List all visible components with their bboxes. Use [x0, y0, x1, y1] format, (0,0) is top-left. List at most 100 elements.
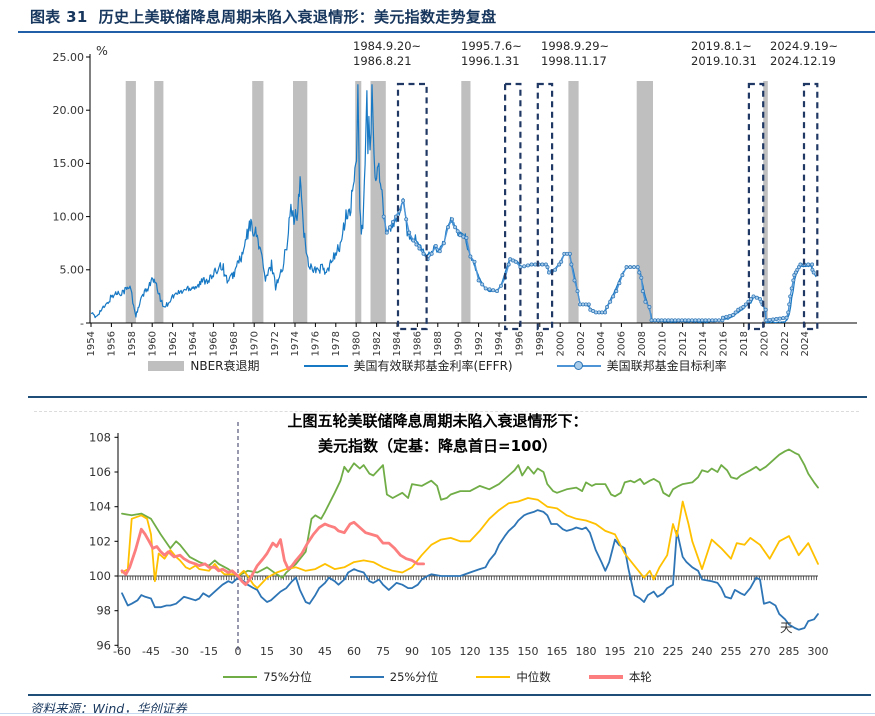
svg-text:102: 102 — [89, 534, 111, 548]
svg-text:5.00: 5.00 — [60, 264, 85, 277]
svg-text:1978: 1978 — [331, 331, 342, 356]
svg-text:108: 108 — [89, 430, 111, 444]
bottom-chart-title-line2: 美元指数（定基：降息首日=100） — [318, 437, 557, 455]
usd-index-series — [120, 448, 819, 631]
bottom-chart: 108 106 104 102 100 98 96 -60 -45 -30 -15 0 15 30 45 60… — [89, 422, 829, 658]
bottom-chart-title: 上图五轮美联储降息周期未陷入衰退情形下： 美元指数（定基：降息首日=100） — [0, 409, 875, 459]
target-rate-series — [381, 198, 816, 323]
legend-item-p25: 25%分位 — [349, 669, 438, 685]
svg-text:1966: 1966 — [209, 331, 220, 356]
legend-label: 美国有效联邦基金利率(EFFR) — [353, 359, 513, 373]
svg-text:1992: 1992 — [474, 331, 485, 356]
svg-text:195: 195 — [605, 645, 626, 658]
annotation-line1: 1998.9.29~ — [541, 39, 610, 53]
svg-text:2006: 2006 — [617, 331, 628, 356]
svg-text:270: 270 — [750, 645, 771, 658]
svg-text:180: 180 — [576, 645, 597, 658]
target-marker-dot — [574, 361, 584, 370]
svg-text:1976: 1976 — [311, 331, 322, 356]
annotation-line2: 1998.11.17 — [541, 54, 607, 68]
cut-period-annotation-2019: 2019.8.1~ 2019.10.31 — [691, 39, 757, 69]
y-axis-unit-label: % — [96, 43, 108, 58]
svg-text:-15: -15 — [200, 645, 218, 658]
effr-series — [90, 84, 817, 324]
annotation-line2: 1996.1.31 — [461, 54, 520, 68]
svg-text:-30: -30 — [171, 645, 189, 658]
svg-text:1986: 1986 — [413, 331, 424, 356]
annotation-line1: 2024.9.19~ — [770, 39, 839, 53]
svg-text:20.00: 20.00 — [53, 104, 85, 117]
svg-text:30: 30 — [289, 645, 303, 658]
legend-item-current-cycle: 本轮 — [588, 669, 652, 685]
page-bottom-border — [0, 713, 875, 714]
svg-text:1982: 1982 — [372, 331, 383, 356]
rate-cut-boxes — [396, 82, 819, 331]
legend-item-median: 中位数 — [476, 669, 551, 685]
svg-text:105: 105 — [431, 645, 452, 658]
svg-text:255: 255 — [721, 645, 742, 658]
svg-text:2016: 2016 — [719, 331, 730, 356]
svg-text:135: 135 — [489, 645, 510, 658]
top-chart: 25.00 20.00 15.00 10.00 5.00 -1954 1956 1958 196… — [53, 51, 857, 356]
svg-text:96: 96 — [96, 638, 111, 652]
svg-text:-: - — [80, 317, 84, 330]
median-swatch — [476, 675, 511, 679]
annotation-line2: 2019.10.31 — [691, 54, 757, 68]
svg-text:106: 106 — [89, 465, 111, 479]
cut-period-annotation-1984: 1984.9.20~ 1986.8.21 — [353, 39, 421, 69]
annotation-line1: 1984.9.20~ — [353, 39, 422, 53]
svg-text:2008: 2008 — [637, 331, 648, 356]
svg-text:2022: 2022 — [780, 331, 791, 356]
bottom-chart-title-line1: 上图五轮美联储降息周期未陷入衰退情形下： — [287, 412, 588, 430]
top-axes: 25.00 20.00 15.00 10.00 5.00 -1954 1956 1958 196… — [53, 51, 857, 356]
bottom-panel-border — [34, 411, 859, 412]
svg-text:120: 120 — [460, 645, 481, 658]
current-cycle-swatch — [588, 675, 623, 679]
svg-text:10.00: 10.00 — [53, 210, 85, 223]
svg-text:1988: 1988 — [433, 331, 444, 356]
svg-text:240: 240 — [692, 645, 713, 658]
svg-text:1956: 1956 — [107, 331, 118, 356]
svg-text:75: 75 — [376, 645, 390, 658]
svg-text:2002: 2002 — [576, 331, 587, 356]
svg-text:1970: 1970 — [249, 331, 260, 356]
legend-item-target-rate: 美国联邦基金目标利率 — [556, 357, 727, 374]
svg-text:90: 90 — [405, 645, 419, 658]
svg-text:2014: 2014 — [698, 331, 709, 356]
svg-text:2000: 2000 — [555, 331, 566, 356]
svg-text:100: 100 — [89, 569, 111, 583]
effr-swatch — [303, 364, 348, 367]
svg-text:2010: 2010 — [657, 331, 668, 356]
svg-text:2024: 2024 — [800, 331, 811, 356]
svg-text:285: 285 — [779, 645, 800, 658]
svg-text:300: 300 — [808, 645, 829, 658]
p25-swatch — [349, 675, 384, 679]
target-swatch — [556, 361, 601, 370]
svg-text:1964: 1964 — [188, 331, 199, 356]
bottom-chart-legend: 75%分位 25%分位 中位数 本轮 — [0, 669, 875, 685]
svg-text:45: 45 — [318, 645, 332, 658]
svg-text:104: 104 — [89, 500, 111, 514]
legend-label: 本轮 — [628, 670, 652, 684]
title-underline — [18, 31, 875, 33]
svg-text:60: 60 — [347, 645, 361, 658]
svg-text:1958: 1958 — [127, 331, 138, 356]
cut-period-annotation-2024: 2024.9.19~ 2024.12.19 — [770, 39, 838, 69]
svg-text:1984: 1984 — [392, 331, 403, 356]
footer-rule — [28, 694, 871, 696]
panel-separator — [28, 396, 867, 398]
annotation-line1: 1995.7.6~ — [461, 39, 522, 53]
annotation-line1: 2019.8.1~ — [691, 39, 752, 53]
p75-swatch — [223, 675, 258, 679]
legend-item-p75: 75%分位 — [223, 669, 312, 685]
legend-item-effr: 美国有效联邦基金利率(EFFR) — [303, 357, 513, 374]
cut-period-annotation-1995: 1995.7.6~ 1996.1.31 — [461, 39, 522, 69]
svg-text:15.00: 15.00 — [53, 157, 85, 170]
legend-label: 美国联邦基金目标利率 — [606, 359, 727, 373]
svg-text:1972: 1972 — [270, 331, 281, 356]
svg-text:1980: 1980 — [351, 331, 362, 356]
svg-text:25.00: 25.00 — [53, 51, 85, 64]
top-chart-legend: NBER衰退期 美国有效联邦基金利率(EFFR) 美国联邦基金目标利率 — [0, 357, 875, 374]
svg-text:0: 0 — [235, 645, 242, 658]
annotation-line2: 2024.12.19 — [770, 54, 836, 68]
